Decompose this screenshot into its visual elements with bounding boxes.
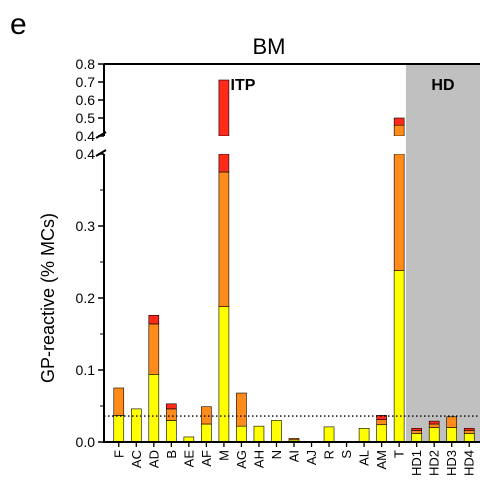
x-tick-label: S [339,450,354,459]
bar-segment [218,306,230,443]
bar-segment [411,433,422,443]
x-tick-label: T [392,450,407,458]
bar-segment [218,79,230,137]
x-tick-label: F [111,450,126,458]
x-tick-label: HD4 [462,450,477,476]
plot-area: ITP HD 0.0 0.1 0.2 0.3 0.4 0.4 0.5 0.6 0.7 0.8 F AC AD… [76,56,480,476]
x-tick-label: R [322,450,337,459]
x-tick-label: AE [181,450,196,468]
y-tick-label: 0.4 [76,146,96,162]
bar-segment [166,408,177,421]
bar-segment [393,124,405,137]
x-tick-label: M [216,450,231,461]
y-tick-label: 0.2 [76,290,96,306]
y-tick-label: 0.5 [76,110,96,126]
bar-segment [463,430,475,434]
group-label-hd: HD [431,77,454,94]
bar-segment [166,420,177,443]
chart-title: BM [253,34,286,59]
bar-segment [148,314,160,325]
bar-segment [271,420,282,443]
x-tick-label: AL [357,450,372,466]
bar-segment [113,387,125,416]
x-tick-label: AC [129,450,144,468]
bar-segment [148,323,160,375]
axis-break-mark [95,131,107,139]
bar-segment [411,430,422,434]
bar-segment [148,374,160,443]
bar-segment [463,428,475,431]
bar-segment [393,270,405,443]
y-tick-label: 0.0 [76,434,96,450]
bar-segment [446,416,458,428]
bar-segment [236,392,247,427]
bar-segment [218,171,230,307]
bar-segment [428,427,440,443]
bar-segment [201,406,212,425]
bar-segment [201,423,212,443]
x-tick-label: AJ [304,450,319,465]
axis-break-mark [95,149,107,157]
y-tick-label: 0.8 [76,56,96,72]
y-tick-label: 0.6 [76,92,96,108]
y-tick-label: 0.7 [76,74,96,90]
bar-segment [358,428,370,443]
bar-segment [236,425,247,443]
bar-segment [218,153,230,173]
bar-segment [323,426,335,443]
bar-segment [166,403,177,410]
bar-segment [130,408,142,443]
bar-segment [393,153,405,271]
x-tick-label: AF [199,450,214,467]
bar-segment [376,424,387,443]
bar-segment [428,420,440,425]
hd-shaded-region [405,64,480,442]
bar-segment [411,428,422,431]
x-tick-label: AH [251,450,266,468]
bar-break-gap [217,136,230,154]
y-tick-label: 0.3 [76,218,96,234]
y-tick-label: 0.1 [76,362,96,378]
y-axis-label: GP-reactive (% MCs) [38,213,58,383]
bar-segment [446,427,458,443]
x-tick-label: AG [234,450,249,469]
x-tick-label: B [164,450,179,459]
x-tick-label: HD2 [427,450,442,476]
y-tick-label: 0.4 [76,128,96,144]
x-tick-label: AD [146,450,161,468]
x-tick-label: HD3 [444,450,459,476]
panel-label: e [10,8,27,41]
x-tick-label: AI [287,450,302,462]
bar-segment [253,425,265,443]
x-tick-label: N [269,450,284,459]
x-tick-label: AM [374,450,389,470]
bar-segment [428,423,440,428]
group-label-itp: ITP [231,77,256,94]
bar-segment [393,117,405,126]
x-tick-label: HD1 [409,450,424,476]
bar-break-gap [393,136,406,154]
bar-segment [463,433,475,443]
bar-segment [113,415,125,443]
bar-segment [376,419,387,426]
bar-segment [288,438,300,441]
bar-segment [376,415,387,420]
